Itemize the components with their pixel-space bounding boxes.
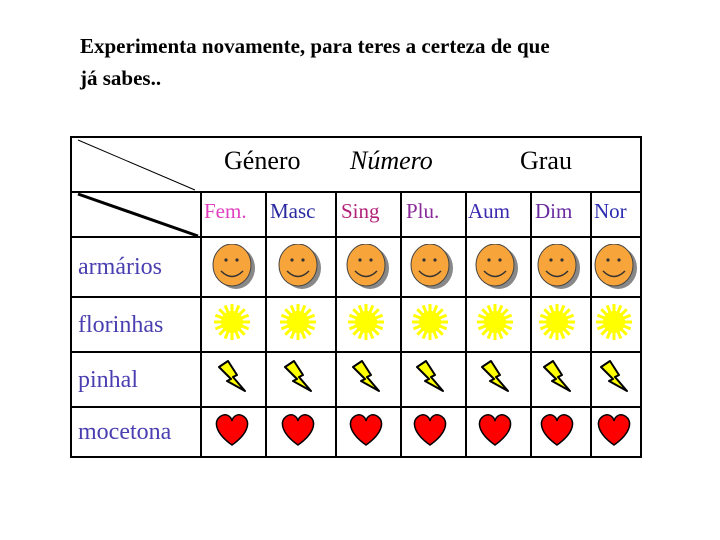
sun-icon[interactable]: [211, 302, 255, 348]
heart-icon[interactable]: [474, 409, 518, 455]
row-label: armários: [78, 254, 162, 280]
diagonal-line-top: [77, 139, 196, 191]
heart-icon[interactable]: [593, 409, 637, 455]
lightning-bolt-icon[interactable]: [474, 357, 518, 403]
lightning-bolt-icon[interactable]: [536, 357, 580, 403]
smiley-face-icon[interactable]: [211, 244, 255, 290]
intro-text: Experimenta novamente, para teres a cert…: [80, 30, 680, 94]
smiley-face-icon[interactable]: [345, 244, 389, 290]
smiley-face-icon[interactable]: [277, 244, 321, 290]
subheader-label: Masc: [270, 199, 316, 223]
subheader-label: Dim: [535, 199, 573, 223]
sun-icon[interactable]: [593, 302, 637, 348]
subheader-label: Aum: [468, 199, 510, 223]
smiley-face-icon[interactable]: [474, 244, 518, 290]
lightning-bolt-icon[interactable]: [409, 357, 453, 403]
sun-icon[interactable]: [409, 302, 453, 348]
intro-line-2: já sabes..: [80, 66, 162, 90]
heart-icon[interactable]: [345, 409, 389, 455]
subheader-label: Sing: [341, 199, 380, 223]
diagonal-line-bottom: [77, 192, 199, 238]
classification-table: Género Número Grau Fem. Masc Sing Plu. Aum Di…: [70, 136, 642, 458]
smiley-face-icon[interactable]: [593, 244, 637, 290]
smiley-face-icon[interactable]: [536, 244, 580, 290]
lightning-bolt-icon[interactable]: [593, 357, 637, 403]
smiley-face-icon[interactable]: [409, 244, 453, 290]
subheader-label: Plu.: [406, 199, 440, 223]
row-label: mocetona: [78, 419, 172, 445]
heart-icon[interactable]: [409, 409, 453, 455]
subheader-label: Fem.: [204, 199, 247, 223]
row-label: pinhal: [78, 366, 138, 393]
lightning-bolt-icon[interactable]: [277, 357, 321, 403]
heart-icon[interactable]: [536, 409, 580, 455]
sun-icon[interactable]: [277, 302, 321, 348]
table-grid: [70, 136, 642, 458]
sun-icon[interactable]: [536, 302, 580, 348]
header-grau: Grau: [520, 146, 572, 175]
lightning-bolt-icon[interactable]: [345, 357, 389, 403]
row-label: florinhas: [78, 311, 164, 338]
header-numero: Número: [350, 146, 433, 175]
subheader-label: Nor: [594, 199, 627, 223]
lightning-bolt-icon[interactable]: [211, 357, 255, 403]
heart-icon[interactable]: [211, 409, 255, 455]
header-genero: Género: [224, 146, 301, 175]
intro-line-1: Experimenta novamente, para teres a cert…: [80, 34, 550, 58]
heart-icon[interactable]: [277, 409, 321, 455]
sun-icon[interactable]: [474, 302, 518, 348]
sun-icon[interactable]: [345, 302, 389, 348]
